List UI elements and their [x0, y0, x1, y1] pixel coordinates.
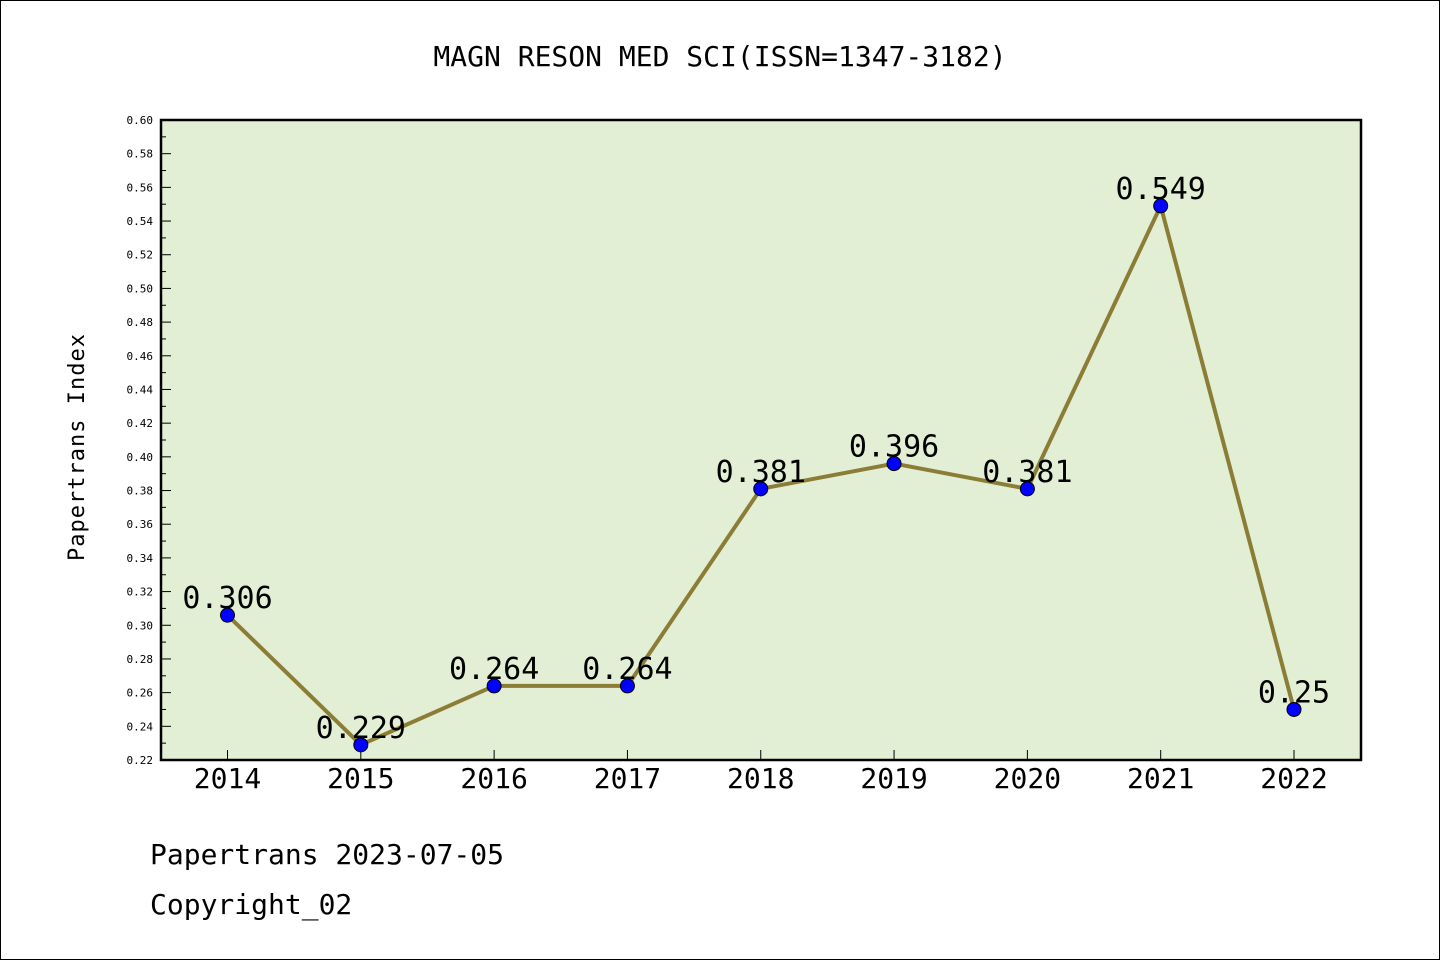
- data-label: 0.264: [582, 652, 672, 687]
- data-point-marker: [1019, 481, 1035, 497]
- data-label: 0.264: [449, 652, 539, 687]
- data-labels: 0.306 0.229 0.264 0.264 0.381 0.396 0.381 0.549…: [182, 172, 1330, 746]
- y-tick-label: 0.40: [127, 451, 154, 464]
- data-label: 0.381: [982, 455, 1072, 490]
- data-point-marker: [353, 737, 369, 753]
- x-tick-label: 2017: [594, 762, 661, 795]
- x-tick-label: 2016: [460, 762, 527, 795]
- data-label: 0.306: [182, 581, 272, 616]
- data-point-marker: [486, 678, 502, 694]
- series-markers: [220, 198, 1302, 753]
- x-tick-label: 2022: [1260, 762, 1327, 795]
- y-tick-label: 0.54: [127, 215, 154, 228]
- data-label: 0.396: [849, 430, 939, 465]
- y-tick-label: 0.22: [127, 754, 154, 767]
- x-tick-label: 2019: [860, 762, 927, 795]
- y-tick-label: 0.36: [127, 518, 154, 531]
- y-tick-label: 0.46: [127, 350, 154, 363]
- data-label: 0.381: [716, 455, 806, 490]
- y-tick-label: 0.58: [127, 148, 154, 161]
- x-tick-label: 2021: [1127, 762, 1194, 795]
- y-tick-label: 0.42: [127, 417, 154, 430]
- y-tick-label: 0.26: [127, 687, 154, 700]
- data-point-marker: [886, 456, 902, 472]
- y-axis-label: Papertrans Index: [65, 333, 90, 561]
- y-tick-label: 0.52: [127, 249, 154, 262]
- x-tick-label: 2014: [194, 762, 261, 795]
- x-axis-ticks: 2014 2015 2016 2017 2018 2019 2020 2021 2022: [194, 750, 1328, 795]
- x-tick-label: 2018: [727, 762, 794, 795]
- data-label: 0.229: [316, 711, 406, 746]
- y-tick-label: 0.28: [127, 653, 154, 666]
- chart-title: MAGN RESON MED SCI(ISSN=1347-3182): [433, 40, 1006, 73]
- data-point-marker: [1286, 701, 1302, 717]
- y-axis-ticks: 0.22 0.24 0.26 0.28 0.30 0.32 0.34 0.36 0.38 0.40…: [127, 114, 171, 767]
- y-tick-label: 0.48: [127, 316, 154, 329]
- footer-date: Papertrans 2023-07-05: [150, 838, 504, 871]
- plot-area: [161, 120, 1361, 760]
- data-label: 0.25: [1258, 675, 1330, 710]
- footer-copyright: Copyright_02: [150, 888, 352, 922]
- plot-border: [159, 118, 1363, 762]
- data-point-marker: [220, 607, 235, 623]
- y-tick-label: 0.34: [127, 552, 154, 565]
- data-point-marker: [619, 678, 635, 694]
- y-tick-label: 0.24: [127, 720, 154, 733]
- data-point-marker: [1153, 198, 1169, 214]
- data-point-marker: [753, 481, 769, 497]
- x-tick-label: 2020: [994, 762, 1061, 795]
- x-tick-label: 2015: [327, 762, 394, 795]
- y-tick-label: 0.56: [127, 181, 154, 194]
- y-tick-label: 0.32: [127, 586, 154, 599]
- y-tick-label: 0.44: [127, 383, 154, 396]
- y-tick-label: 0.30: [127, 619, 154, 632]
- data-label: 0.549: [1116, 172, 1206, 207]
- y-tick-label: 0.50: [127, 282, 154, 295]
- y-tick-label: 0.38: [127, 485, 154, 498]
- y-tick-label: 0.60: [127, 114, 154, 127]
